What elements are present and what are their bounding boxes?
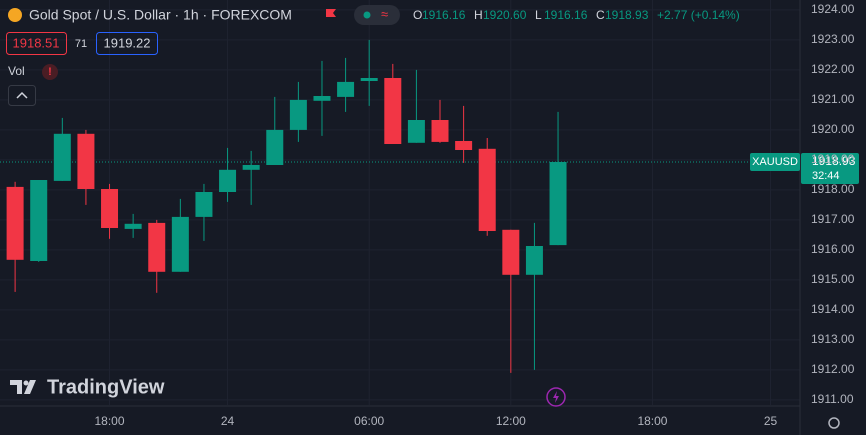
warning-mark: !	[48, 66, 52, 78]
x-tick-label: 18:00	[95, 414, 125, 428]
flag-icon[interactable]	[326, 9, 336, 17]
ask-box[interactable]	[96, 32, 158, 55]
y-tick-label: 1923.00	[811, 32, 855, 46]
ohlc-change: +2.77 (+0.14%)	[657, 8, 740, 22]
y-tick-label: 1920.00	[811, 122, 855, 136]
warning-icon[interactable]	[42, 64, 58, 80]
price-tag-countdown: 32:44	[812, 170, 840, 182]
y-tick-label: 1916.00	[811, 242, 855, 256]
spread: 71	[75, 38, 87, 50]
y-tick-label: 1918.00	[811, 182, 855, 196]
settings-icon[interactable]	[828, 417, 840, 429]
ohlc-value: 1920.60	[483, 8, 527, 22]
candle-body	[77, 133, 95, 189]
y-tick-label: 1913.00	[811, 332, 855, 346]
lightning-icon	[553, 391, 559, 403]
ohlc-key: L	[535, 8, 542, 22]
candle-body	[313, 96, 331, 101]
ohlc-key: C	[596, 8, 605, 22]
ohlc-value: 1916.16	[544, 8, 588, 22]
candle-body	[171, 216, 189, 272]
symbol-title[interactable]: Gold Spot / U.S. Dollar · 1h · FOREXCOM	[29, 7, 292, 23]
candle-body	[266, 129, 284, 165]
candle-body	[242, 165, 260, 170]
candle-body	[549, 162, 567, 246]
collapse-button[interactable]	[8, 85, 36, 106]
candle-body	[53, 133, 71, 181]
lightning-button[interactable]	[546, 387, 566, 407]
y-tick-label: 1911.00	[811, 392, 854, 406]
candle-body	[455, 141, 473, 150]
x-tick-label: 18:00	[637, 414, 667, 428]
y-tick-label: 1917.00	[811, 212, 855, 226]
collapse-icon	[16, 91, 28, 99]
y-tick-label: 1912.00	[811, 362, 855, 376]
x-tick-label: 24	[221, 414, 235, 428]
status-dot	[363, 11, 371, 19]
y-tick-label: 1921.00	[811, 92, 855, 106]
candle-body	[148, 222, 166, 272]
candle-body	[407, 120, 425, 143]
logo-icon	[23, 380, 29, 386]
candle-body	[101, 189, 119, 228]
candle-body	[502, 229, 520, 275]
x-tick-label: 12:00	[496, 414, 526, 428]
ohlc-key: H	[474, 8, 483, 22]
candle-body	[30, 180, 48, 261]
y-tick-label: 1924.00	[811, 2, 855, 16]
volume-label: Vol	[8, 64, 25, 78]
bid-price: 1918.51	[13, 35, 60, 50]
candle-body	[219, 169, 237, 192]
candle-body	[6, 186, 24, 260]
ohlc-value: 1916.16	[422, 8, 466, 22]
price-tag-price: 1918.93	[812, 154, 856, 168]
candle-body	[195, 192, 213, 217]
status-icon: ≈	[381, 6, 388, 21]
y-tick-label: 1922.00	[811, 62, 855, 76]
x-tick-label: 25	[764, 414, 778, 428]
candle-body	[124, 223, 142, 229]
y-tick-label: 1915.00	[811, 272, 855, 286]
candle-body	[525, 246, 543, 275]
logo-icon	[10, 380, 36, 394]
candle-body	[337, 81, 355, 97]
candle-body	[360, 78, 378, 81]
candle-body	[431, 120, 449, 142]
symbol-tag	[750, 153, 800, 171]
status-pill[interactable]	[354, 5, 400, 25]
price-tag	[801, 153, 859, 184]
candle-body	[478, 148, 496, 231]
x-tick-label: 06:00	[354, 414, 384, 428]
logo-text[interactable]: TradingView	[47, 376, 165, 398]
symbol-tag-text: XAUUSD	[752, 156, 798, 168]
y-tick-label: 1914.00	[811, 302, 855, 316]
candle-body	[289, 99, 307, 130]
candle-body	[384, 78, 402, 144]
ohlc-value: 1918.93	[605, 8, 649, 22]
y-tick-label: 1919.00	[811, 152, 855, 166]
ohlc-key: O	[413, 8, 422, 22]
ask-price: 1919.22	[104, 35, 151, 50]
symbol-icon	[8, 8, 22, 22]
bid-box[interactable]	[6, 32, 67, 55]
